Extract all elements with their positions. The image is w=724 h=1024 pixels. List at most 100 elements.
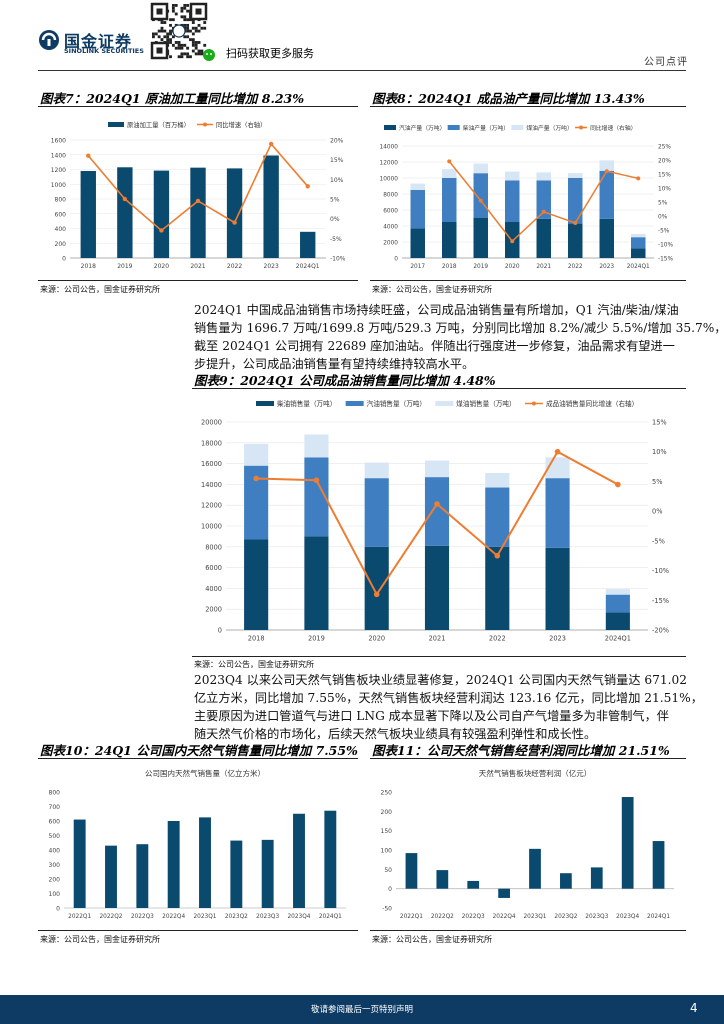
bar — [261, 839, 274, 908]
bar — [498, 888, 510, 898]
report-type: 公司点评 — [644, 57, 688, 68]
x-tick-label: 2021 — [536, 264, 551, 270]
fig9-title-rule — [192, 388, 686, 389]
paragraph-line: 2023Q4 以来公司天然气销售板块业绩显著修复，2024Q1 公司国内天然气销… — [194, 673, 688, 687]
qr-module — [180, 43, 184, 47]
y-tick-label-left: 400 — [55, 226, 67, 233]
bar — [652, 841, 665, 889]
fig8-bottom-rule — [370, 280, 686, 281]
y-tick-label-left: 1600 — [51, 138, 66, 145]
bar-1 — [599, 170, 614, 219]
bar-2 — [505, 171, 520, 181]
bar-0 — [364, 546, 389, 630]
bar — [199, 817, 211, 908]
y-tick-label-left: 0 — [394, 257, 398, 263]
paragraph-line: 2024Q1 中国成品油销售市场持续旺盛，公司成品油销售量有所增加，Q1 汽油/… — [194, 303, 679, 317]
bar — [621, 797, 634, 889]
y-tick-label-right: 0% — [652, 508, 662, 516]
y-tick-label-left: 10000 — [201, 523, 222, 531]
y-tick-label-left: 800 — [55, 197, 67, 204]
fig11-chart: 天然气销售板块经营利润（亿元） -50 0 50 100 150 200 250 2022Q1 2… — [381, 768, 674, 920]
y-tick-label: 0 — [388, 886, 392, 893]
qr-module — [191, 21, 195, 24]
qr-caption: 扫码获取更多服务 — [226, 47, 314, 60]
x-tick-label: 2022 — [489, 635, 506, 643]
bar-0 — [153, 170, 170, 258]
y-tick-label: 300 — [49, 862, 61, 869]
qr-module — [169, 55, 172, 59]
qr-module — [191, 49, 195, 53]
x-tick-label: 2019 — [117, 263, 132, 270]
y-tick-label-left: 10000 — [380, 177, 399, 183]
x-tick-label: 2024Q1 — [647, 914, 670, 920]
y-tick-label-right: 10% — [652, 448, 667, 456]
bar — [167, 821, 180, 908]
fig9-title: 图表9：2024Q1 公司成品油销售量同比增加 4.48% — [194, 373, 496, 388]
qr-module — [166, 35, 170, 39]
paragraph-line: 截至 2024Q1 公司拥有 22689 座加油站。伴随出行强度进一步修复，油品… — [194, 339, 675, 353]
y-tick-label-right: -15% — [652, 597, 669, 605]
qr-module — [194, 52, 198, 56]
qr-module — [194, 26, 198, 30]
bar — [436, 870, 449, 889]
bar-0 — [599, 218, 614, 258]
qr-module — [186, 9, 190, 13]
qr-module — [183, 18, 187, 22]
bar-2 — [485, 472, 510, 488]
fig10-source: 来源：公司公告，国金证券研究所 — [40, 935, 160, 944]
y-tick-label: 200 — [381, 809, 393, 816]
qr-module — [163, 35, 167, 39]
qr-module — [189, 55, 192, 59]
bar — [293, 813, 305, 908]
qr-module — [186, 35, 190, 39]
bar-2 — [364, 462, 389, 479]
series-point — [478, 198, 483, 203]
qr-module — [186, 4, 190, 7]
page-number: 4 — [690, 1001, 698, 1015]
bar-0 — [80, 170, 96, 258]
x-tick-label: 2020 — [505, 264, 520, 270]
qr-module — [163, 29, 167, 33]
qr-module — [171, 6, 175, 10]
fig11-title-rule — [370, 758, 686, 759]
bar-2 — [442, 169, 457, 178]
y-tick-label-left: 2000 — [383, 241, 398, 247]
x-tick-label: 2024Q1 — [319, 914, 342, 920]
qr-module — [160, 21, 164, 24]
bar-0 — [244, 539, 269, 630]
y-tick-label-right: 5% — [652, 478, 662, 486]
y-tick-label-right: 5% — [330, 197, 340, 204]
x-tick-label: 2023Q4 — [616, 914, 639, 920]
qr-module — [203, 26, 207, 30]
qr-module — [203, 21, 207, 24]
y-tick-label-left: 6000 — [205, 564, 222, 572]
y-tick-label: 50 — [384, 867, 392, 874]
paragraph-line: 亿立方米，同比增加 7.55%，天然气销售板块经营利润达 123.16 亿元，同… — [194, 691, 703, 705]
bar-0 — [304, 536, 329, 630]
qr-module — [180, 6, 184, 10]
series-point — [554, 448, 561, 455]
y-tick-label-left: 4000 — [383, 225, 398, 231]
bar — [560, 873, 572, 889]
qr-module — [174, 4, 178, 7]
qr-module — [197, 41, 201, 44]
qr-module — [189, 29, 192, 33]
qr-module — [200, 26, 204, 30]
chart-title: 公司国内天然气销售量（亿立方米） — [145, 768, 265, 778]
legend-label: 同比增速（右轴） — [216, 120, 266, 129]
x-tick-label: 2023Q3 — [585, 914, 608, 920]
y-tick-label-left: 200 — [55, 241, 67, 248]
y-tick-label-left: 14000 — [380, 145, 399, 151]
y-tick-label-right: 15% — [652, 419, 667, 427]
series-point — [268, 141, 274, 147]
bar — [324, 810, 337, 908]
y-tick-label-left: 2000 — [205, 606, 222, 614]
qr-module — [180, 15, 184, 19]
bar-0 — [545, 547, 570, 630]
bar-2 — [631, 234, 646, 238]
qr-module — [152, 35, 155, 39]
y-tick-label-right: -20% — [652, 627, 669, 635]
qr-module — [183, 6, 187, 10]
y-tick-label: 500 — [49, 833, 61, 840]
x-tick-label: 2022Q2 — [99, 914, 122, 920]
